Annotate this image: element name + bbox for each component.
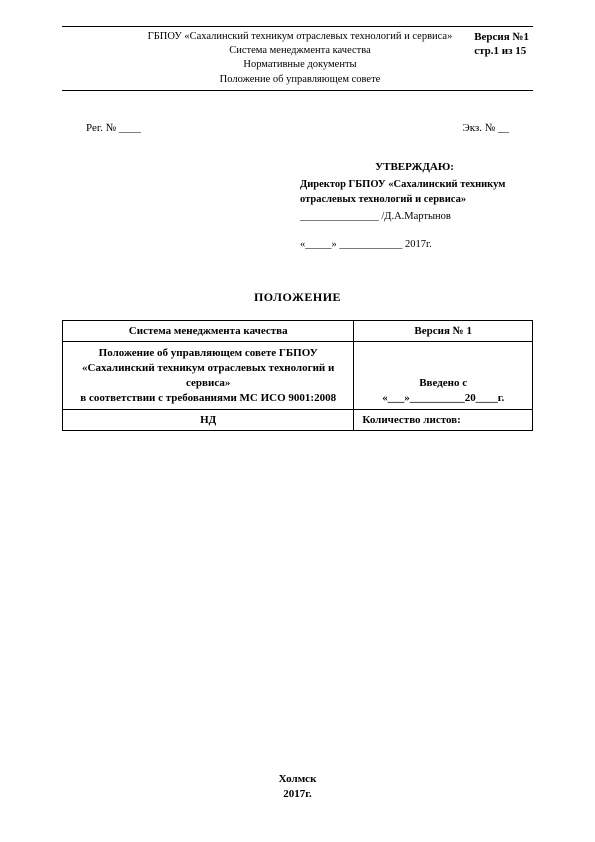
main-table: Система менеджмента качества Версия № 1 … <box>62 320 533 431</box>
header-version: Версия №1 <box>474 30 529 44</box>
desc-line-1: Положение об управляющем совете ГБПОУ <box>71 346 345 361</box>
table-cell-effective: Введено с «___»__________20____г. <box>354 342 533 410</box>
copy-number: Экз. № __ <box>462 122 509 134</box>
desc-line-2: «Сахалинский техникум отраслевых техноло… <box>71 361 345 376</box>
approval-org-1: Директор ГБПОУ «Сахалинский техникум <box>300 178 529 193</box>
table-cell-description: Положение об управляющем совете ГБПОУ «С… <box>63 342 354 410</box>
header-line-4: Положение об управляющем совете <box>140 73 460 87</box>
header-line-3: Нормативные документы <box>140 58 460 72</box>
table-cell-sheets: Количество листов: <box>354 410 533 431</box>
document-title: ПОЛОЖЕНИЕ <box>0 290 595 305</box>
eff-label: Введено с <box>362 376 524 391</box>
header-top-rule <box>62 26 533 27</box>
approval-org-2: отраслевых технологий и сервиса» <box>300 193 529 208</box>
table-cell-nd: НД <box>63 410 354 431</box>
reg-number: Рег. № ____ <box>86 122 141 134</box>
header-center-text: ГБПОУ «Сахалинский техникум отраслевых т… <box>140 30 460 87</box>
approval-signature: _______________ /Д.А.Мартынов <box>300 210 529 225</box>
header-version-block: Версия №1 стр.1 из 15 <box>474 30 529 59</box>
approval-date: «_____» ____________ 2017г. <box>300 238 529 253</box>
table-row: НД Количество листов: <box>63 410 533 431</box>
footer-city: Холмск <box>0 772 595 787</box>
header-line-1: ГБПОУ «Сахалинский техникум отраслевых т… <box>140 30 460 44</box>
footer-block: Холмск 2017г. <box>0 772 595 802</box>
header-bottom-rule <box>62 90 533 91</box>
table-row: Положение об управляющем совете ГБПОУ «С… <box>63 342 533 410</box>
eff-date: «___»__________20____г. <box>362 391 524 406</box>
table-cell-version: Версия № 1 <box>354 321 533 342</box>
header-line-2: Система менеджмента качества <box>140 44 460 58</box>
registration-row: Рег. № ____ Экз. № __ <box>86 122 509 134</box>
footer-year: 2017г. <box>0 787 595 802</box>
approval-title: УТВЕРЖДАЮ: <box>300 160 529 175</box>
table-row: Система менеджмента качества Версия № 1 <box>63 321 533 342</box>
desc-line-3: сервиса» <box>71 376 345 391</box>
desc-line-4: в соответствии с требованиями МС ИСО 900… <box>71 391 345 406</box>
approval-block: УТВЕРЖДАЮ: Директор ГБПОУ «Сахалинский т… <box>300 160 529 253</box>
table-cell-sms: Система менеджмента качества <box>63 321 354 342</box>
header-page: стр.1 из 15 <box>474 44 529 58</box>
